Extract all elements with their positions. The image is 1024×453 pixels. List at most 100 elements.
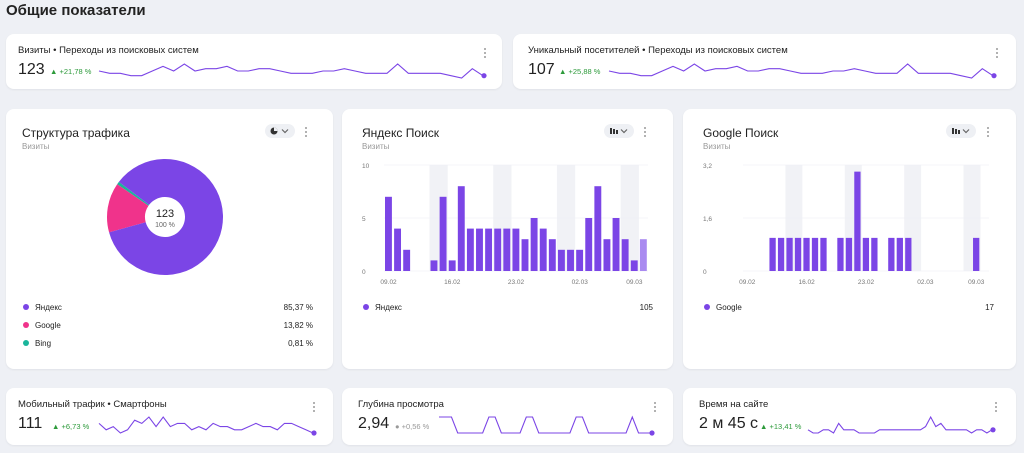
more-menu-icon[interactable] [644, 127, 648, 139]
donut-total-pct: 100 % [155, 222, 175, 229]
sparkline-end-dot [649, 430, 655, 436]
y-tick-label: 0 [703, 269, 707, 276]
legend-item-yandex[interactable]: Яндекс 85,37 % [23, 303, 313, 313]
bar [786, 237, 793, 271]
bar [837, 237, 844, 271]
bar [539, 228, 547, 271]
more-menu-icon[interactable] [654, 402, 658, 414]
donut-total: 123 [156, 208, 174, 220]
kpi-delta: ▲ +25,88 % [559, 67, 601, 76]
bar [630, 260, 638, 271]
sparkline-end-dot [311, 430, 317, 436]
bar [485, 228, 493, 271]
bar [466, 228, 474, 271]
legend-value: 85,37 % [283, 303, 313, 312]
sparkline [98, 63, 487, 79]
kpi-title: Время на сайте [699, 399, 769, 410]
kpi-card-mobile-traffic[interactable]: Мобильный трафик • Смартфоны 111 ▲ +6,73… [6, 388, 333, 445]
more-menu-icon[interactable] [995, 402, 999, 414]
kpi-card-page-depth[interactable]: Глубина просмотра 2,94 ● +0,56 % [342, 388, 673, 445]
more-menu-icon[interactable] [305, 127, 309, 139]
bar-chart-icon [610, 128, 628, 134]
bar [548, 239, 556, 271]
sparkline-path [98, 63, 484, 79]
bar [567, 249, 574, 271]
pie-chart-icon [270, 127, 289, 135]
sparkline-path [98, 416, 314, 434]
yandex-search-card: Яндекс Поиск Визиты 10 5 0 09.02 16.02 23.02 0… [342, 109, 673, 369]
x-tick-label: 23.02 [858, 279, 875, 286]
page-title: Общие показатели [6, 2, 146, 19]
legend-value: 17 [985, 303, 994, 312]
legend-value: 0,81 % [288, 339, 313, 348]
y-tick-label: 5 [362, 216, 366, 223]
kpi-card-visits[interactable]: Визиты • Переходы из поисковых систем 12… [6, 34, 502, 89]
kpi-card-time-on-site[interactable]: Время на сайте 2 м 45 с ▲ +13,41 % [683, 388, 1016, 445]
more-menu-icon[interactable] [987, 127, 991, 139]
bar [403, 249, 411, 271]
kpi-card-unique-visitors[interactable]: Уникальный посетителей • Переходы из пои… [513, 34, 1016, 89]
bar [905, 237, 912, 271]
legend-item-google[interactable]: Google 13,82 % [23, 321, 313, 331]
sparkline [807, 415, 996, 434]
more-menu-icon[interactable] [313, 402, 317, 414]
kpi-delta: ▲ +13,41 % [760, 422, 802, 431]
bar [888, 237, 895, 271]
bar [503, 228, 511, 271]
bar [845, 237, 853, 271]
legend-item-google[interactable]: Google 17 [704, 303, 994, 313]
chart-type-toggle[interactable] [265, 124, 295, 138]
bar [557, 249, 565, 271]
x-tick-label: 23.02 [508, 279, 525, 286]
y-tick-label: 1,6 [703, 216, 712, 223]
bar [512, 228, 520, 271]
x-tick-label: 02.03 [572, 279, 589, 286]
bar-chart-icon [952, 128, 970, 134]
legend-item-yandex[interactable]: Яндекс 105 [363, 303, 653, 313]
legend-label: Яндекс [35, 303, 62, 312]
x-tick-label: 16.02 [798, 279, 815, 286]
bar [430, 260, 438, 271]
x-tick-label: 02.03 [917, 279, 934, 286]
more-menu-icon[interactable] [484, 48, 488, 60]
legend-dot [23, 304, 29, 310]
bar [854, 171, 861, 271]
legend-item-bing[interactable]: Bing 0,81 % [23, 339, 313, 349]
x-tick-label: 09.02 [739, 279, 756, 286]
donut-slice-Google [107, 184, 149, 233]
sparkline-path [439, 415, 651, 434]
bar [603, 239, 611, 271]
sparkline-path [608, 63, 994, 79]
kpi-title: Мобильный трафик • Смартфоны [18, 399, 167, 410]
card-title: Google Поиск [703, 126, 779, 140]
bar [594, 186, 602, 271]
legend-dot [704, 304, 710, 310]
legend-dot [363, 304, 369, 310]
sparkline-path [807, 415, 993, 434]
kpi-title: Глубина просмотра [358, 399, 444, 410]
legend-label: Google [716, 303, 742, 312]
more-menu-icon[interactable] [996, 48, 1000, 60]
donut-slice-Яндекс [109, 159, 224, 275]
bar [457, 186, 465, 271]
chart-type-toggle[interactable] [946, 124, 976, 138]
bar [777, 237, 785, 271]
bar [639, 239, 647, 271]
kpi-value: 111 [18, 415, 43, 432]
bar [769, 237, 776, 271]
legend-label: Яндекс [375, 303, 402, 312]
sparkline [98, 416, 317, 436]
google-bar-chart: 3,2 1,6 0 09.02 16.02 23.02 02.03 09.03 [703, 163, 989, 286]
legend-label: Bing [35, 339, 52, 348]
legend-label: Google [35, 321, 61, 330]
bar [871, 237, 878, 271]
kpi-value: 2,94 [358, 415, 390, 432]
kpi-delta: ● +0,56 % [395, 422, 430, 431]
y-tick-label: 10 [362, 163, 370, 170]
legend-value: 13,82 % [283, 321, 313, 330]
kpi-delta: ▲ +21,78 % [50, 67, 92, 76]
kpi-value: 123 [18, 61, 45, 78]
donut-hole [145, 197, 185, 237]
chart-type-toggle[interactable] [604, 124, 634, 138]
bar [448, 260, 456, 271]
